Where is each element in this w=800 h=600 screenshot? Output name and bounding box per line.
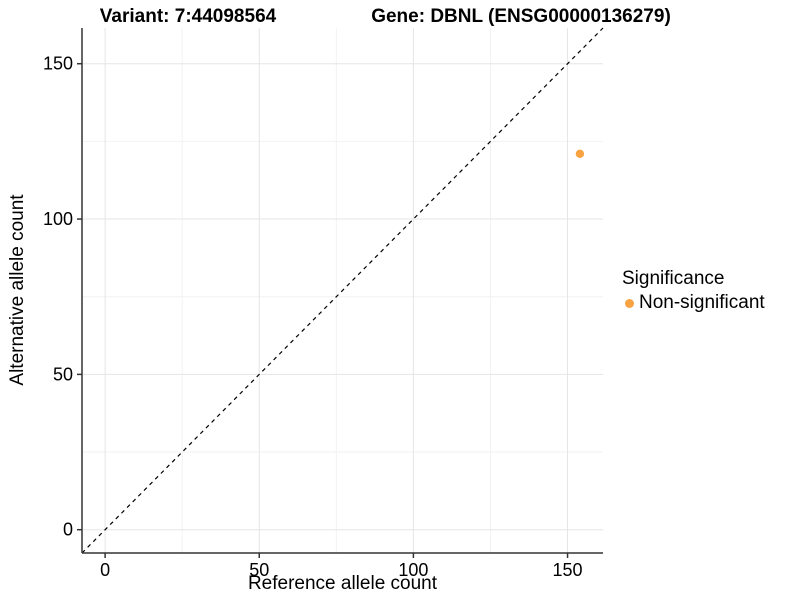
- y-tick-label: 100: [43, 209, 73, 229]
- x-tick-label: 0: [100, 560, 110, 580]
- y-tick-label: 0: [63, 520, 73, 540]
- non-significant-point-icon: [625, 298, 634, 308]
- data-point-non-significant: [575, 149, 585, 159]
- gene-title: Gene: DBNL (ENSG00000136279): [371, 6, 671, 27]
- identity-dashed-line: [81, 27, 604, 554]
- legend-item-label: Non-significant: [639, 292, 765, 313]
- x-axis-title: Reference allele count: [247, 573, 438, 594]
- x-tick-label: 150: [553, 560, 583, 580]
- legend: Significance Non-significant: [622, 268, 765, 314]
- x-tick-label: 50: [249, 560, 269, 580]
- y-tick-label: 150: [43, 54, 73, 74]
- legend-title: Significance: [622, 268, 725, 289]
- y-axis-title: Alternative allele count: [7, 194, 28, 386]
- x-tick-label: 100: [398, 560, 428, 580]
- legend-item-non-significant: Non-significant: [622, 292, 765, 314]
- y-tick-label: 50: [53, 364, 73, 384]
- variant-title: Variant: 7:44098564: [99, 6, 277, 27]
